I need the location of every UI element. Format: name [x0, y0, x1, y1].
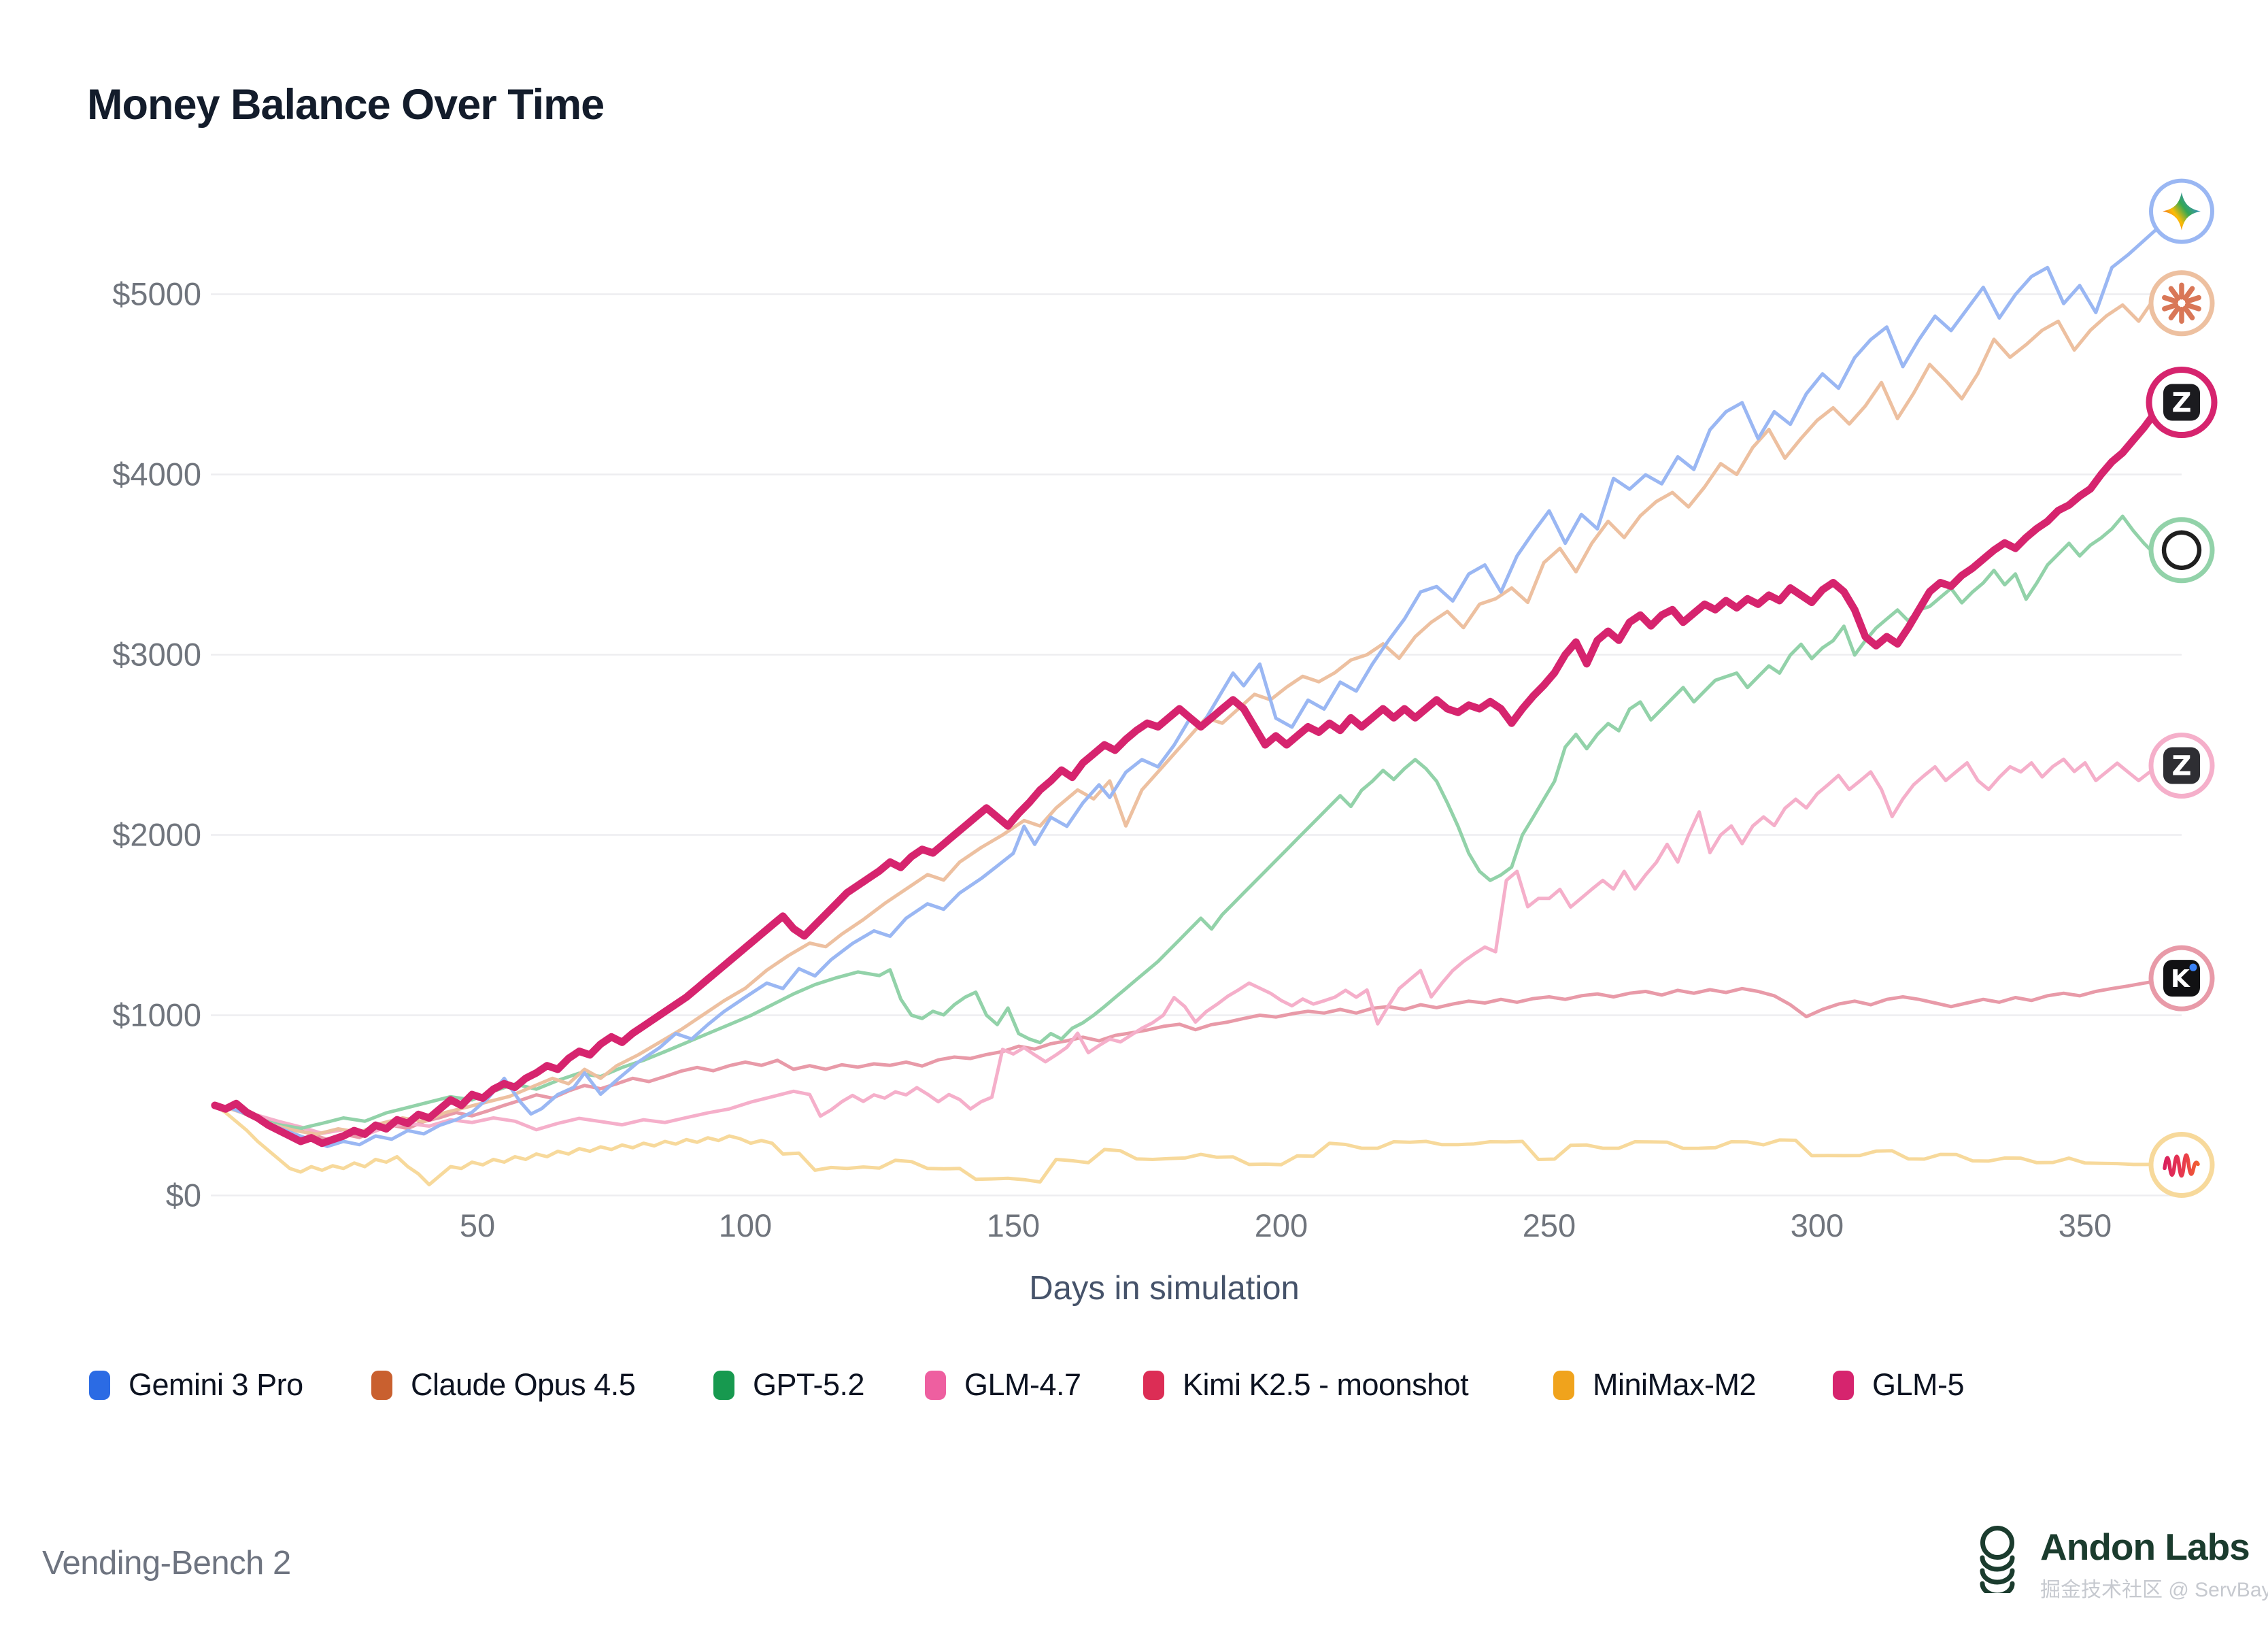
x-tick-label: 250 [1523, 1207, 1576, 1243]
zai-z-icon: Z [2163, 747, 2200, 784]
series-line-kimi [213, 976, 2178, 1141]
series-line-glm47 [213, 757, 2178, 1137]
svg-text:Z: Z [2171, 388, 2191, 419]
endpoint-badge-gemini [2149, 178, 2214, 244]
svg-text:Z: Z [2171, 750, 2191, 782]
y-tick-label: $0 [166, 1177, 201, 1214]
series-lines [211, 210, 2180, 1187]
y-tick-label: $4000 [112, 456, 201, 492]
endpoint-badges: Z K Z [2146, 178, 2218, 1198]
y-tick-label: $5000 [112, 276, 201, 312]
endpoint-badge-glm5: Z [2146, 367, 2218, 438]
series-line-gemini [213, 210, 2178, 1148]
y-tick-label: $1000 [112, 997, 201, 1033]
endpoint-badge-kimi: K [2148, 945, 2215, 1011]
andon-labs-brand: Andon Labs 掘金技术社区 @ ServBay [1976, 1525, 2268, 1603]
x-tick-label: 150 [987, 1207, 1040, 1243]
x-tick-label: 300 [1791, 1207, 1844, 1243]
series-line-glm5 [211, 395, 2180, 1148]
series-line-minimax [213, 1103, 2178, 1187]
x-axis-title: Days in simulation [1029, 1270, 1300, 1307]
endpoint-badge-gpt [2148, 517, 2215, 584]
chart-title: Money Balance Over Time [87, 81, 605, 129]
andon-labs-name: Andon Labs [2040, 1526, 2250, 1568]
series-line-gpt [213, 514, 2178, 1131]
claude-starburst-icon [2162, 282, 2201, 324]
watermark: 掘金技术社区 @ ServBay [2040, 1579, 2268, 1601]
x-tick-label: 200 [1255, 1207, 1308, 1243]
x-tick-label: 50 [460, 1207, 495, 1243]
x-tick-label: 100 [719, 1207, 772, 1243]
y-tick-label: $2000 [112, 817, 201, 853]
zai-z-icon: Z [2163, 384, 2200, 421]
kimi-k-icon: K [2163, 960, 2200, 997]
x-tick-label: 350 [2059, 1207, 2112, 1243]
openai-icon [2161, 530, 2202, 570]
y-tick-label: $3000 [112, 637, 201, 673]
gemini-star-icon [2163, 192, 2201, 231]
series-line-claude [213, 296, 2173, 1136]
minimax-wave-icon [2163, 1153, 2200, 1178]
gridlines: $0 $1000 $2000 $3000 $4000 $5000 [112, 276, 2182, 1214]
endpoint-badge-claude [2148, 270, 2215, 337]
benchmark-label: Vending-Bench 2 [42, 1545, 291, 1582]
endpoint-badge-minimax [2148, 1131, 2215, 1198]
endpoint-badge-glm47: Z [2148, 732, 2215, 799]
svg-text:K: K [2171, 965, 2190, 993]
andon-labs-coin-stack-icon [1980, 1526, 2015, 1593]
